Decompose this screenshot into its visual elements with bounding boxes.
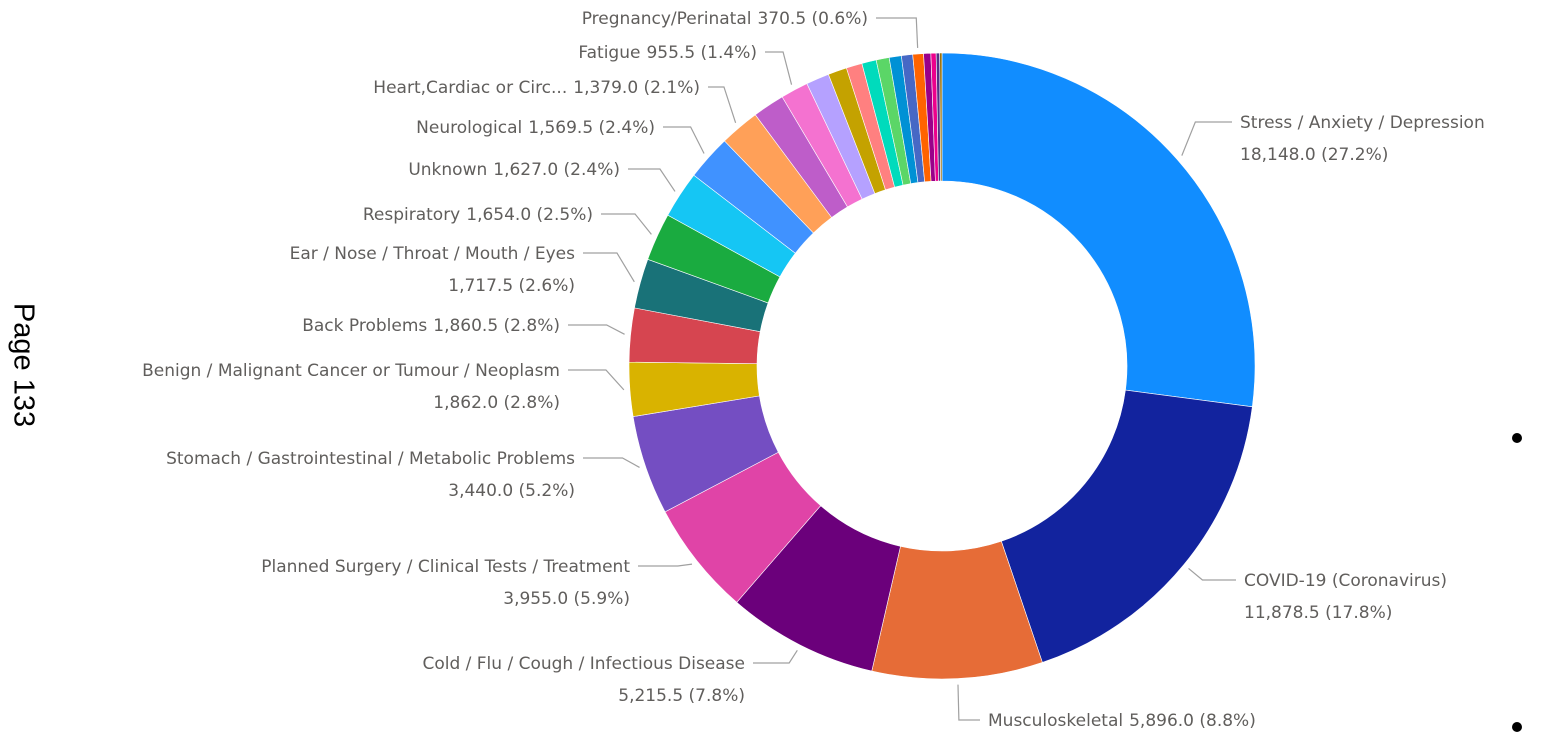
value-label: 1,569.5 (2.4%) [528,118,655,138]
data-label: Unknown 1,627.0 (2.4%) [408,160,620,180]
category-label: Pregnancy/Perinatal [582,9,752,29]
category-label: Unknown [408,160,487,180]
leader-line [765,51,793,85]
category-label: Ear / Nose / Throat / Mouth / Eyes [290,244,576,264]
value-label: 1,717.5 (2.6%) [448,276,575,296]
data-label: Planned Surgery / Clinical Tests / Treat… [261,557,630,609]
data-label: Cold / Flu / Cough / Infectious Disease 5… [422,654,745,706]
data-label: Stomach / Gastrointestinal / Metabolic P… [166,449,575,501]
value-label: 3,955.0 (5.9%) [503,589,630,609]
leader-line [568,369,625,391]
leader-line [1188,567,1236,581]
leader-line [957,684,980,721]
leader-line [876,17,919,48]
category-label: Cold / Flu / Cough / Infectious Disease [422,654,745,674]
data-label: Musculoskeletal 5,896.0 (8.8%) [988,711,1256,731]
value-label: 11,878.5 (17.8%) [1244,603,1392,623]
category-label: Planned Surgery / Clinical Tests / Treat… [261,557,630,577]
page-label: Page 133 [7,303,39,427]
value-label: 1,379.0 (2.1%) [573,78,700,98]
data-label: Neurological 1,569.5 (2.4%) [416,118,655,138]
leader-line [708,86,737,123]
leader-line [601,213,652,235]
value-label: 1,860.5 (2.8%) [433,316,560,336]
leader-line [1181,121,1232,156]
category-label: COVID-19 (Coronavirus) [1244,571,1447,591]
category-label: Heart,Cardiac or Circ... [373,78,567,98]
category-label: Back Problems [302,316,427,336]
leader-line [583,252,635,283]
slice [1000,389,1253,663]
data-label: Heart,Cardiac or Circ... 1,379.0 (2.1%) [373,78,700,98]
leader-line [583,457,640,468]
category-label: Stress / Anxiety / Depression [1240,113,1485,133]
category-label: Musculoskeletal [988,711,1123,731]
value-label: 18,148.0 (27.2%) [1240,145,1388,165]
data-label: Fatigue 955.5 (1.4%) [578,43,757,63]
data-label: COVID-19 (Coronavirus) 11,878.5 (17.8%) [1244,571,1447,623]
data-label: Back Problems 1,860.5 (2.8%) [302,316,560,336]
value-label: 1,627.0 (2.4%) [493,160,620,180]
leader-line [568,324,625,335]
leader-line [628,168,676,192]
data-label: Respiratory 1,654.0 (2.5%) [363,205,593,225]
slice [939,52,943,182]
category-label: Stomach / Gastrointestinal / Metabolic P… [166,449,575,469]
data-label: Stress / Anxiety / Depression 18,148.0 (2… [1240,113,1485,165]
category-label: Fatigue [578,43,640,63]
leader-line [753,649,798,664]
bullet [1512,722,1522,732]
value-label: 5,896.0 (8.8%) [1129,711,1256,731]
data-label: Benign / Malignant Cancer or Tumour / Ne… [142,361,560,413]
leader-line [638,563,693,567]
value-label: 370.5 (0.6%) [757,9,868,29]
category-label: Neurological [416,118,522,138]
value-label: 3,440.0 (5.2%) [448,481,575,501]
value-label: 955.5 (1.4%) [646,43,757,63]
value-label: 1,654.0 (2.5%) [466,205,593,225]
category-label: Respiratory [363,205,460,225]
data-label: Pregnancy/Perinatal 370.5 (0.6%) [582,9,868,29]
leader-line [663,126,705,154]
slice [941,52,1256,408]
value-label: 5,215.5 (7.8%) [618,686,745,706]
bullet [1512,433,1522,443]
value-label: 1,862.0 (2.8%) [433,393,560,413]
data-label: Ear / Nose / Throat / Mouth / Eyes 1,717.… [290,244,576,296]
category-label: Benign / Malignant Cancer or Tumour / Ne… [142,361,560,381]
